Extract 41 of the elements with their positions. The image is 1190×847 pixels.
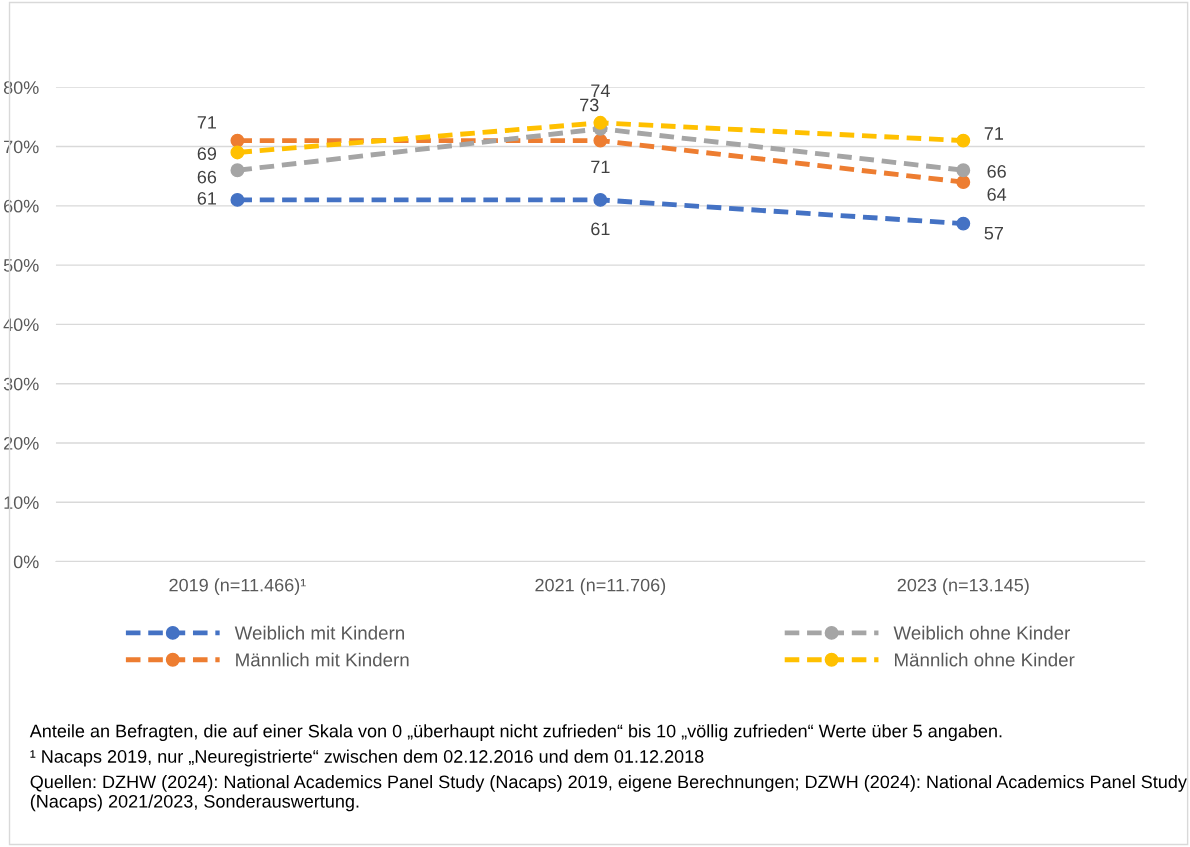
data-label: 64 [987,188,1007,201]
point [230,163,245,178]
data-label: 61 [591,222,610,236]
y-tick-label: 50% [3,259,39,272]
data-label: 69 [197,147,217,161]
point [593,133,608,148]
x-tick-label: 2019 (n=11.466)¹ [169,578,306,596]
x-tick-label: 2023 (n=13.145) [897,578,1029,596]
data-label: 66 [197,170,217,184]
point [230,192,245,207]
text: ¹ Nacaps 2019, nur „Neuregistrierte“ zwischen dem 02.12.2016 und dem 01.12.2018 [30,749,704,767]
data-label: 71 [984,127,1004,140]
y-tick-label: 20% [4,436,39,450]
point [956,163,971,178]
point [593,192,608,207]
point [230,145,245,160]
source-note: Quellen: DZHW (2024): National Academics Panel Study (Nacaps) 2019, eigene Berechnungen; DZWH (2024): National Academics Panel Study (Nacaps) 2021/2023, Sonderauswertung. [30,775,1187,812]
data-label: 66 [987,165,1006,178]
point [593,115,608,130]
point [956,133,971,148]
y-tick-label: 70% [4,140,39,154]
y-tick-label: 10% [4,496,39,509]
y-tick-label: 60% [4,199,39,213]
y-tick-label: 0% [13,555,39,569]
point [230,133,245,148]
x-tick-label: 2021 (n=11.706) [535,578,666,596]
data-label: 71 [197,116,217,129]
legend-label: Männlich ohne Kinder [895,652,1075,667]
point [956,175,971,190]
point [956,216,971,231]
legend-label: Männlich mit Kindern [236,652,409,667]
y-tick-label: 80% [3,81,39,94]
data-label: 57 [984,226,1003,240]
y-tick-label: 30% [3,377,39,391]
data-label: 61 [197,191,217,205]
data-label: 71 [591,160,610,174]
text: Anteile an Befragten, die auf einer Skala von 0 „überhaupt nicht zufrieden“ bis 10 „völlig zufrieden“ Werte über 5 angaben. [29,724,1002,742]
legend-label: Weiblich mit Kindern [234,625,404,640]
legend-label: Weiblich ohne Kinder [893,625,1070,640]
data-label: 74 [591,84,610,97]
data-label: 73 [580,98,599,112]
